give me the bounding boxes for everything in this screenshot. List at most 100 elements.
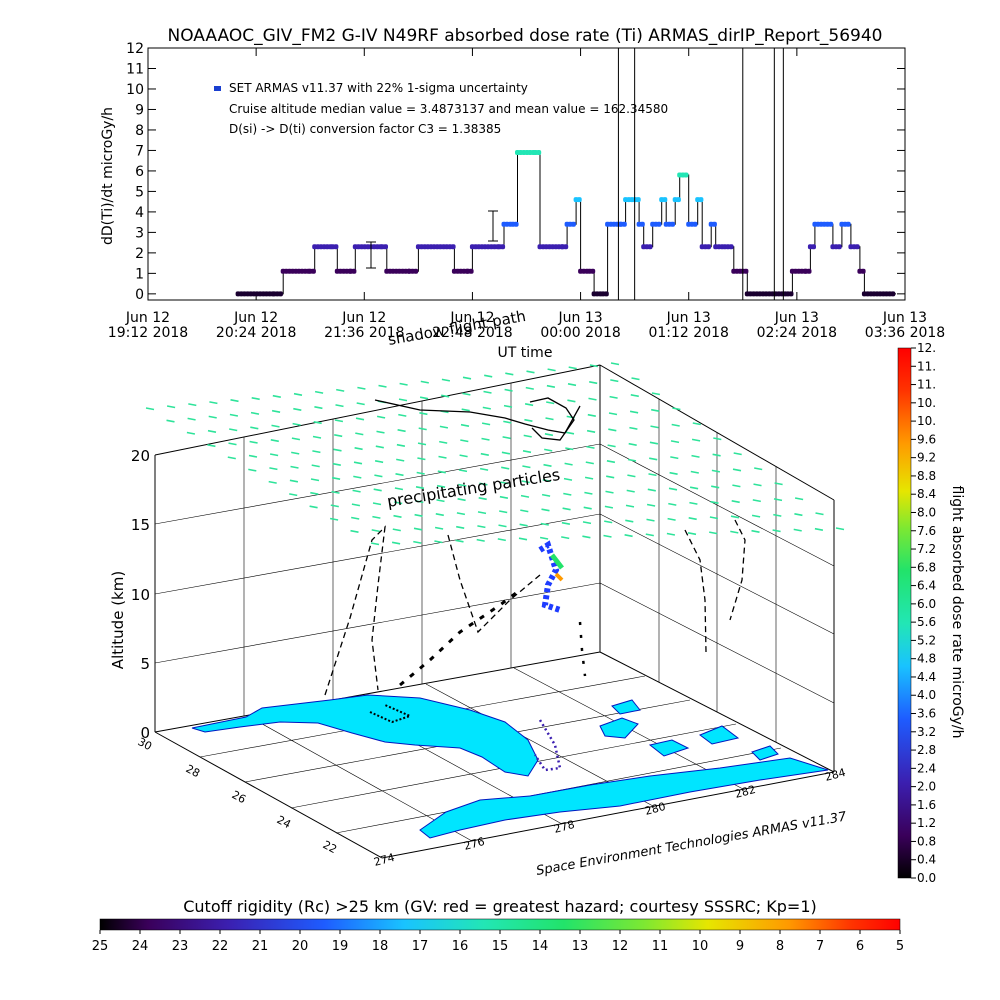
longitude-tick-label: 278 bbox=[552, 818, 576, 836]
cutoff-mark bbox=[436, 499, 445, 503]
flight-path-3d-map: shadow flight path precipitating particl… bbox=[109, 307, 848, 879]
cutoff-mark bbox=[439, 440, 448, 444]
dose-rate-point bbox=[662, 197, 668, 203]
longitude-tick-label: 276 bbox=[462, 835, 486, 853]
cutoff-mark bbox=[651, 408, 660, 412]
cutoff-mark bbox=[482, 406, 491, 410]
cutoff-mark bbox=[460, 439, 469, 443]
cutoff-mark bbox=[610, 362, 620, 366]
cutoff-mark bbox=[290, 465, 299, 469]
bahamas-island bbox=[751, 745, 779, 761]
dose-rate-point bbox=[639, 221, 645, 227]
cutoff-mark bbox=[331, 490, 340, 494]
dose-rate-point bbox=[500, 244, 506, 250]
box-edge bbox=[381, 771, 835, 859]
cutoff-tick-label: 8 bbox=[776, 939, 784, 954]
dose-rate-point bbox=[890, 291, 896, 297]
cutoff-mark bbox=[456, 512, 466, 516]
colorbar-tick-label: 9.2 bbox=[917, 451, 936, 465]
cutoff-mark bbox=[711, 469, 721, 473]
cutoff-tick-label: 7 bbox=[816, 939, 824, 954]
cutoff-mark bbox=[563, 477, 573, 481]
cutoff-mark bbox=[392, 528, 401, 532]
cutoff-tick-label: 6 bbox=[856, 939, 864, 954]
colorbar-gradient bbox=[897, 347, 912, 879]
cutoff-mark bbox=[351, 516, 360, 520]
cutoff-mark bbox=[542, 479, 551, 483]
cutoff-mark bbox=[413, 540, 422, 544]
dose-rate-point bbox=[383, 244, 388, 250]
cutoff-mark bbox=[588, 397, 597, 401]
cutoff-mark bbox=[248, 468, 257, 472]
cutoff-tick-label: 19 bbox=[332, 939, 349, 954]
cutoff-mark bbox=[395, 473, 404, 477]
cutoff-mark bbox=[393, 514, 402, 518]
cutoff-mark bbox=[627, 474, 636, 478]
x-tick-time: 22:48 2018 bbox=[432, 325, 512, 341]
dose-rate-point bbox=[536, 150, 542, 155]
cutoff-mark bbox=[628, 442, 637, 446]
figure-title: NOAAAOC_GIV_FM2 G-IV N49RF absorbed dose… bbox=[168, 26, 883, 46]
cutoff-mark bbox=[207, 429, 217, 433]
cutoff-mark bbox=[645, 533, 654, 537]
cutoff-mark bbox=[477, 511, 487, 515]
x-tick-time: 19:12 2018 bbox=[108, 325, 188, 341]
cutoff-mark bbox=[688, 517, 697, 521]
cutoff-mark bbox=[732, 484, 741, 488]
flight-path-ground bbox=[369, 704, 413, 724]
y-tick-label: 7 bbox=[135, 143, 144, 159]
dose-rate-point bbox=[711, 221, 717, 227]
cutoff-mark bbox=[565, 431, 575, 435]
cutoff-mark bbox=[670, 456, 679, 460]
cutoff-mark bbox=[478, 497, 487, 501]
cutoff-mark bbox=[504, 388, 513, 392]
cutoff-mark bbox=[456, 525, 465, 529]
cutoff-mark bbox=[480, 452, 489, 456]
cutoff-mark bbox=[631, 377, 640, 381]
cutoff-mark bbox=[709, 531, 718, 535]
cutoff-tick-label: 11 bbox=[652, 939, 669, 954]
cutoff-mark bbox=[481, 422, 491, 426]
dose-rate-point bbox=[310, 268, 316, 274]
cutoff-mark bbox=[251, 397, 260, 401]
cutoff-mark bbox=[667, 517, 676, 521]
cutoff-mark bbox=[669, 471, 678, 475]
box-edge bbox=[154, 364, 601, 456]
dose-rate-point bbox=[692, 221, 698, 227]
colorbar-tick-label: 4.0 bbox=[917, 688, 936, 702]
colorbar-tick-label: 6.8 bbox=[917, 560, 936, 574]
cutoff-mark bbox=[375, 445, 384, 449]
cutoff-mark bbox=[268, 480, 277, 484]
cutoff-mark bbox=[501, 451, 511, 455]
dose-rate-point bbox=[468, 268, 474, 274]
cutoff-mark bbox=[394, 501, 403, 505]
cutoff-tick-label: 21 bbox=[252, 939, 269, 954]
cutoff-mark bbox=[462, 392, 471, 396]
cutoff-mark bbox=[209, 401, 218, 405]
cutoff-mark bbox=[458, 483, 467, 487]
cutoff-mark bbox=[271, 424, 280, 428]
x-tick-date: Jun 13 bbox=[882, 310, 927, 326]
cutoff-mark bbox=[250, 411, 260, 415]
y-tick-label: 2 bbox=[135, 246, 144, 262]
cutoff-tick-label: 17 bbox=[412, 939, 429, 954]
cutoff-mark bbox=[481, 437, 490, 441]
cutoff-mark bbox=[441, 394, 450, 398]
cutoff-mark bbox=[249, 440, 258, 444]
colorbar-ticks: 0.0 0.4 0.8 1.2 1.6 2.0 2.4 2.8 3.2 3.6 4.0 4.4 4.8 5… bbox=[911, 341, 936, 885]
cutoff-rigidity-marks bbox=[145, 362, 845, 546]
altitude-tick-label: 0 bbox=[140, 724, 150, 742]
cutoff-mark bbox=[187, 417, 196, 421]
cutoff-mark bbox=[649, 441, 659, 445]
cutoff-mark bbox=[414, 513, 423, 517]
cutoff-mark bbox=[546, 384, 556, 388]
cutoff-tick-label: 13 bbox=[572, 939, 589, 954]
cutoff-mark bbox=[586, 429, 596, 433]
cutoff-mark bbox=[477, 525, 486, 529]
cutoff-mark bbox=[732, 468, 742, 472]
cutoff-mark bbox=[396, 443, 406, 447]
cutoff-mark bbox=[713, 437, 722, 441]
cutoff-mark bbox=[522, 450, 532, 454]
cutoff-mark bbox=[420, 380, 429, 384]
